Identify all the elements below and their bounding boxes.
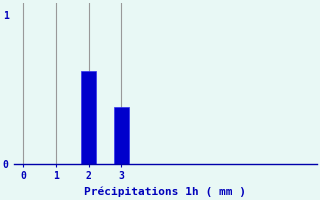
X-axis label: Précipitations 1h ( mm ): Précipitations 1h ( mm ) xyxy=(84,187,246,197)
Bar xyxy=(114,107,129,164)
Bar xyxy=(81,71,96,164)
